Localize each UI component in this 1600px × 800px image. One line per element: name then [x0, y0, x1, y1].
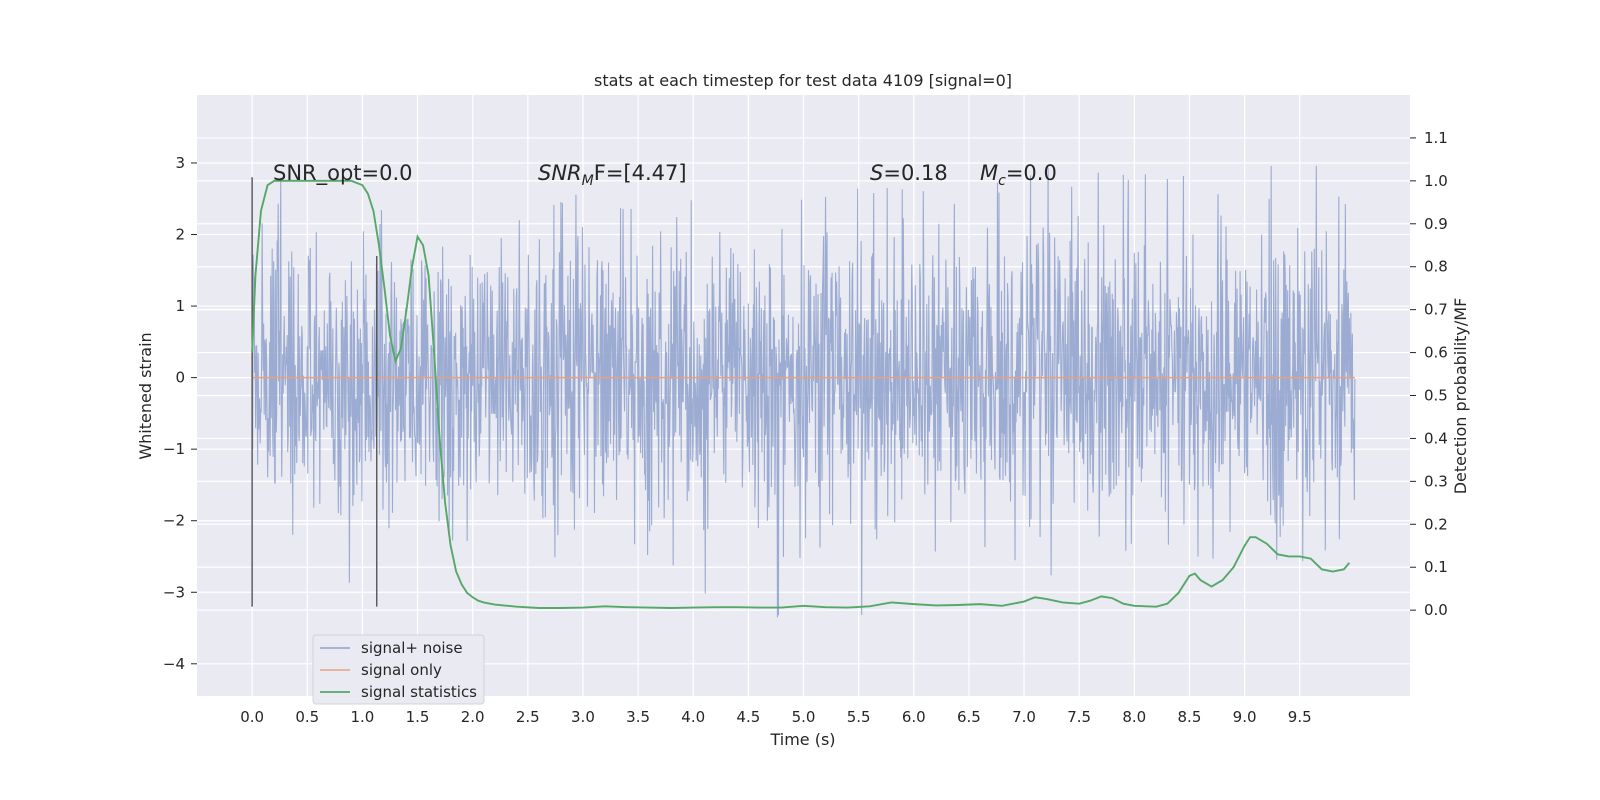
y-tick-label: −1 — [163, 440, 185, 458]
y2-tick-label: 0.5 — [1424, 387, 1448, 405]
y2-tick-label: 1.1 — [1424, 129, 1448, 147]
x-tick-label: 9.0 — [1233, 708, 1257, 726]
x-tick-label: 2.0 — [461, 708, 485, 726]
x-tick-label: 7.0 — [1012, 708, 1036, 726]
mc-val: =0.0 — [1006, 161, 1057, 185]
y2-tick-label: 0.8 — [1424, 258, 1448, 276]
x-tick-label: 4.5 — [736, 708, 760, 726]
x-tick-label: 5.5 — [847, 708, 871, 726]
s-var: S — [870, 161, 883, 185]
y-tick-label: −3 — [163, 583, 185, 601]
x-tick-label: 7.5 — [1067, 708, 1091, 726]
mc-sub: c — [998, 173, 1006, 189]
y2-tick-labels: 1.1 1.0 0.9 0.8 0.7 0.6 0.5 0.4 0.3 0.2 0.1 0.0 — [1410, 129, 1448, 619]
annotation-mc: Mc=0.0 — [980, 161, 1057, 189]
x-tick-label: 3.5 — [626, 708, 650, 726]
y2-axis-label: Detection probability/MF — [1451, 298, 1470, 495]
y2-tick-label: 0.0 — [1424, 601, 1448, 619]
y-tick-label: 1 — [175, 297, 185, 315]
y-axis-label: Whitened strain — [136, 332, 155, 459]
y2-tick-label: 1.0 — [1424, 172, 1448, 190]
y2-tick-label: 0.6 — [1424, 344, 1448, 362]
y-tick-label: 0 — [175, 369, 185, 387]
x-tick-label: 1.0 — [350, 708, 374, 726]
x-tick-labels: 0.0 0.5 1.0 1.5 2.0 2.5 3.0 3.5 4.0 4.5 5.0 5.5 6.0 6… — [240, 708, 1311, 726]
annotation-snr-mf: SNRMF=[4.47] — [538, 161, 687, 189]
annotation-s: S=0.18 — [870, 161, 948, 185]
x-tick-label: 6.0 — [902, 708, 926, 726]
x-tick-label: 8.0 — [1122, 708, 1146, 726]
x-tick-label: 5.0 — [792, 708, 816, 726]
legend-label-signal-noise: signal+ noise — [361, 639, 463, 657]
x-tick-label: 2.5 — [516, 708, 540, 726]
y-tick-label: 3 — [175, 154, 185, 172]
x-tick-label: 3.0 — [571, 708, 595, 726]
series-signal-noise — [251, 165, 1356, 618]
y2-tick-label: 0.4 — [1424, 429, 1448, 447]
x-tick-label: 9.5 — [1288, 708, 1312, 726]
legend-box — [312, 634, 485, 705]
legend: signal+ noise signal only signal statist… — [312, 634, 485, 705]
x-axis-label: Time (s) — [769, 730, 835, 749]
x-tick-label: 0.0 — [240, 708, 264, 726]
annotation-snr-opt: SNR_opt=0.0 — [273, 161, 413, 186]
x-tick-label: 8.5 — [1178, 708, 1202, 726]
x-tick-label: 6.5 — [957, 708, 981, 726]
y2-tick-label: 0.9 — [1424, 215, 1448, 233]
y-tick-label: −4 — [163, 655, 185, 673]
plot-content — [251, 165, 1356, 618]
y-tick-labels: 3 2 1 0 −1 −2 −3 −4 — [163, 154, 197, 673]
legend-label-signal-statistics: signal statistics — [361, 683, 477, 701]
snr-mf-sub: M — [582, 173, 594, 189]
x-tick-label: 1.5 — [406, 708, 430, 726]
x-tick-label: 0.5 — [295, 708, 319, 726]
snr-mf-rest: F=[4.47] — [594, 161, 687, 185]
y2-tick-label: 0.3 — [1424, 472, 1448, 490]
y-tick-label: 2 — [175, 226, 185, 244]
y2-tick-label: 0.7 — [1424, 301, 1448, 319]
x-tick-label: 4.0 — [681, 708, 705, 726]
legend-label-signal-only: signal only — [361, 661, 442, 679]
y2-tick-label: 0.1 — [1424, 558, 1448, 576]
y-tick-label: −2 — [163, 512, 185, 530]
mc-var: M — [980, 161, 998, 185]
series-signal-statistics — [251, 179, 1351, 609]
s-val: =0.18 — [883, 161, 947, 185]
snr-mf-base: SNR — [538, 161, 582, 185]
y2-tick-label: 0.2 — [1424, 515, 1448, 533]
chart-title: stats at each timestep for test data 410… — [594, 71, 1012, 90]
